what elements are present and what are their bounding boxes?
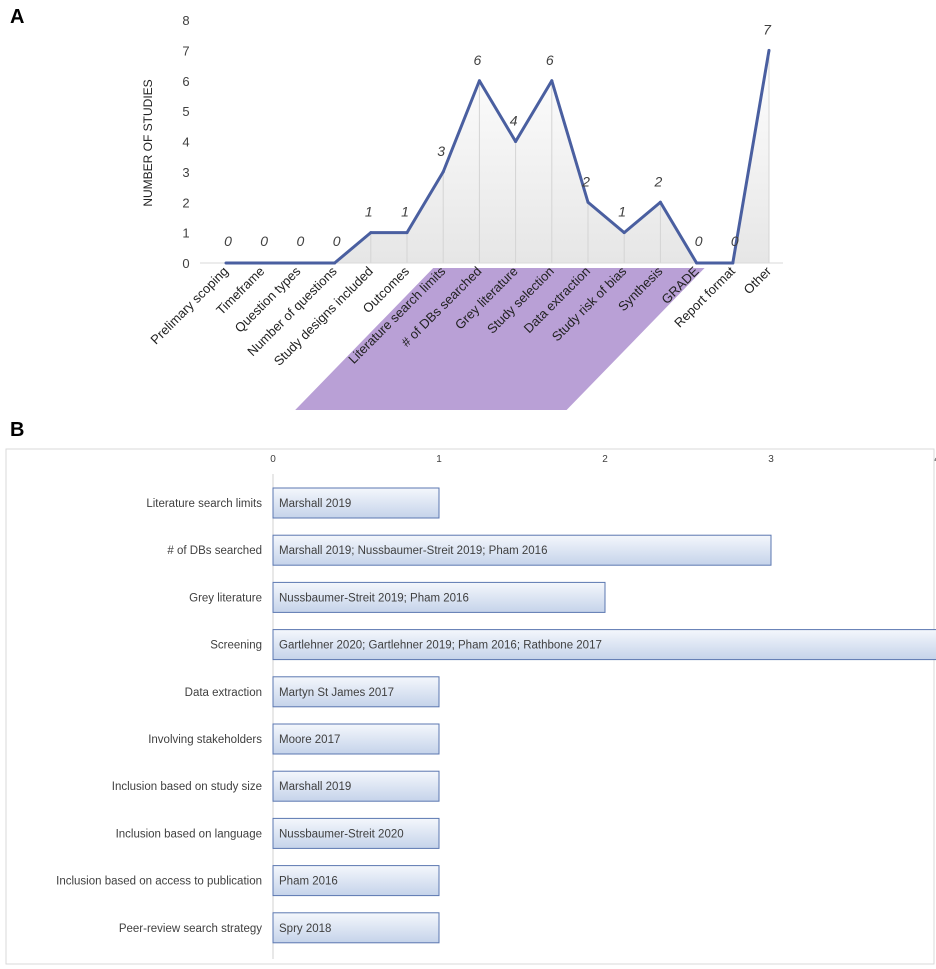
data-label: 0 (260, 233, 268, 249)
panel-b-letter: B (10, 419, 25, 441)
data-point (369, 231, 373, 235)
bar (272, 865, 440, 897)
data-point (514, 140, 518, 143)
data-point (586, 200, 590, 204)
bar-label: Marshall 2019 (279, 781, 351, 793)
data-label: 6 (546, 52, 554, 68)
bar (272, 723, 440, 755)
data-point (695, 261, 699, 265)
x-tick-label: 0 (270, 454, 276, 465)
y-tick-label: 4 (182, 135, 189, 150)
data-point (477, 79, 481, 83)
bar-chart: 0 1 2 3 4 Literature search limits Marshall 20… (5, 448, 936, 965)
y-tick-label: 8 (182, 13, 189, 28)
data-label: 6 (474, 52, 482, 68)
data-point (658, 200, 662, 204)
y-category-label: Involving stakeholders (148, 734, 262, 746)
y-tick-label: 1 (182, 226, 189, 241)
bar (272, 770, 440, 802)
data-point (767, 48, 771, 52)
data-label: 0 (224, 233, 232, 249)
x-tick-label: 1 (436, 454, 442, 465)
y-tick-label: 3 (182, 165, 189, 180)
area-fill (226, 50, 769, 263)
y-tick-label: 7 (182, 43, 189, 58)
line-chart: NUMBER OF STUDIES 0 1 2 3 4 5 6 7 8 0 0 0 0 1 1 3 6 4 6 2 1 2… (141, 13, 783, 410)
y-category-label: Literature search limits (146, 498, 262, 510)
bar-label: Nussbaumer-Streit 2020 (279, 828, 404, 840)
data-label: 7 (763, 21, 772, 37)
data-point (622, 231, 626, 235)
data-point (260, 261, 264, 265)
y-tick-label: 0 (182, 256, 189, 271)
bar (272, 487, 440, 519)
y-category-label: Inclusion based on access to publication (56, 876, 262, 888)
y-tick-label: 5 (182, 104, 189, 119)
data-label: 2 (654, 173, 663, 189)
bar (272, 817, 440, 849)
y-tick-label: 6 (182, 74, 189, 89)
y-tick-label: 2 (182, 195, 189, 210)
data-point (405, 231, 409, 235)
bar-label: Martyn St James 2017 (279, 687, 394, 699)
bar (272, 912, 440, 944)
bar-label: Gartlehner 2020; Gartlehner 2019; Pham 2… (279, 640, 602, 652)
y-category-label: # of DBs searched (167, 545, 262, 557)
bar-label: Marshall 2019; Nussbaumer-Streit 2019; P… (279, 545, 547, 557)
data-label: 0 (333, 233, 341, 249)
data-label: 0 (297, 233, 305, 249)
data-label: 1 (365, 204, 373, 220)
data-point (333, 261, 337, 265)
bar-label: Spry 2018 (279, 923, 331, 935)
y-category-label: Screening (210, 640, 262, 652)
data-point (296, 261, 300, 265)
data-label: 3 (437, 143, 445, 159)
bar-label: Marshall 2019 (279, 498, 351, 510)
bar-label: Moore 2017 (279, 734, 340, 746)
data-label: 0 (695, 233, 703, 249)
x-category-label: Other (741, 263, 775, 297)
series-line (226, 50, 771, 265)
data-label: 1 (618, 204, 626, 220)
y-category-label: Inclusion based on study size (112, 781, 262, 793)
data-point (731, 261, 735, 265)
y-category-label: Data extraction (185, 687, 262, 699)
y-category-label: Peer-review search strategy (119, 923, 262, 935)
bar (272, 629, 936, 661)
x-tick-label: 4 (934, 454, 936, 465)
bar (272, 534, 772, 566)
data-label: 4 (510, 113, 518, 129)
y-category-label: Inclusion based on language (116, 828, 262, 840)
bar (272, 581, 606, 613)
bar (272, 676, 440, 708)
data-point (441, 170, 445, 174)
data-point (224, 261, 228, 265)
y-category-label: Grey literature (189, 592, 262, 604)
bar-label: Nussbaumer-Streit 2019; Pham 2016 (279, 592, 469, 604)
data-label: 0 (731, 233, 739, 249)
x-tick-label: 2 (602, 454, 608, 465)
data-label: 2 (581, 173, 590, 189)
highlight-band (295, 268, 705, 410)
data-label: 1 (401, 204, 409, 220)
panel-a-letter: A (10, 6, 25, 28)
bar-label: Pham 2016 (279, 876, 338, 888)
data-point (550, 79, 554, 83)
y-axis-label: NUMBER OF STUDIES (141, 79, 155, 206)
x-tick-label: 3 (768, 454, 774, 465)
